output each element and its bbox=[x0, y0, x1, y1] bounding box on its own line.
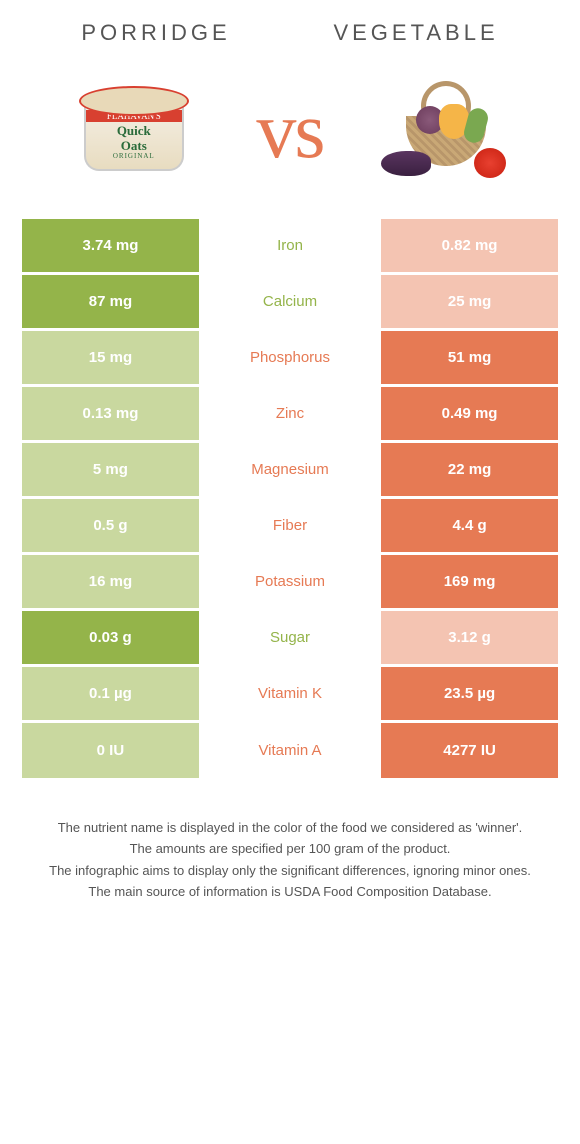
header: Porridge Vegetable bbox=[0, 20, 580, 56]
left-value-cell: 0.13 mg bbox=[22, 386, 199, 442]
right-value-cell: 3.12 g bbox=[381, 610, 558, 666]
table-row: 0.1 µgVitamin K23.5 µg bbox=[22, 666, 558, 722]
right-value-cell: 169 mg bbox=[381, 554, 558, 610]
vs-label: vs bbox=[256, 86, 323, 177]
porridge-image: FLAHAVAN'S Quick Oats ORIGINAL bbox=[69, 76, 199, 186]
right-value-cell: 0.49 mg bbox=[381, 386, 558, 442]
footnote: The nutrient name is displayed in the co… bbox=[30, 818, 550, 902]
right-value-cell: 4277 IU bbox=[381, 722, 558, 778]
footnote-line: The amounts are specified per 100 gram o… bbox=[30, 839, 550, 859]
left-value-cell: 0.1 µg bbox=[22, 666, 199, 722]
right-value-cell: 51 mg bbox=[381, 330, 558, 386]
porridge-product2: Oats bbox=[121, 139, 147, 152]
table-row: 16 mgPotassium169 mg bbox=[22, 554, 558, 610]
left-value-cell: 16 mg bbox=[22, 554, 199, 610]
nutrient-table: 3.74 mgIron0.82 mg87 mgCalcium25 mg15 mg… bbox=[22, 216, 558, 778]
table-row: 0.5 gFiber4.4 g bbox=[22, 498, 558, 554]
nutrient-name-cell: Phosphorus bbox=[199, 330, 381, 386]
footnote-line: The main source of information is USDA F… bbox=[30, 882, 550, 902]
title-left: Porridge bbox=[81, 20, 230, 46]
left-value-cell: 0 IU bbox=[22, 722, 199, 778]
table-row: 87 mgCalcium25 mg bbox=[22, 274, 558, 330]
nutrient-name-cell: Calcium bbox=[199, 274, 381, 330]
footnote-line: The infographic aims to display only the… bbox=[30, 861, 550, 881]
table-row: 3.74 mgIron0.82 mg bbox=[22, 218, 558, 274]
footnote-line: The nutrient name is displayed in the co… bbox=[30, 818, 550, 838]
right-value-cell: 23.5 µg bbox=[381, 666, 558, 722]
left-value-cell: 5 mg bbox=[22, 442, 199, 498]
table-row: 0.13 mgZinc0.49 mg bbox=[22, 386, 558, 442]
title-right: Vegetable bbox=[333, 20, 498, 46]
nutrient-name-cell: Magnesium bbox=[199, 442, 381, 498]
right-value-cell: 0.82 mg bbox=[381, 218, 558, 274]
nutrient-name-cell: Iron bbox=[199, 218, 381, 274]
right-value-cell: 4.4 g bbox=[381, 498, 558, 554]
porridge-product1: Quick bbox=[117, 124, 151, 137]
vegetable-image bbox=[381, 76, 511, 186]
table-row: 0.03 gSugar3.12 g bbox=[22, 610, 558, 666]
left-value-cell: 0.5 g bbox=[22, 498, 199, 554]
nutrient-name-cell: Zinc bbox=[199, 386, 381, 442]
table-row: 15 mgPhosphorus51 mg bbox=[22, 330, 558, 386]
nutrient-name-cell: Vitamin K bbox=[199, 666, 381, 722]
hero-row: FLAHAVAN'S Quick Oats ORIGINAL vs bbox=[0, 56, 580, 216]
nutrient-name-cell: Sugar bbox=[199, 610, 381, 666]
left-value-cell: 87 mg bbox=[22, 274, 199, 330]
porridge-variant: ORIGINAL bbox=[113, 152, 155, 160]
left-value-cell: 3.74 mg bbox=[22, 218, 199, 274]
table-row: 5 mgMagnesium22 mg bbox=[22, 442, 558, 498]
nutrient-name-cell: Potassium bbox=[199, 554, 381, 610]
nutrient-name-cell: Fiber bbox=[199, 498, 381, 554]
left-value-cell: 0.03 g bbox=[22, 610, 199, 666]
right-value-cell: 25 mg bbox=[381, 274, 558, 330]
table-row: 0 IUVitamin A4277 IU bbox=[22, 722, 558, 778]
left-value-cell: 15 mg bbox=[22, 330, 199, 386]
right-value-cell: 22 mg bbox=[381, 442, 558, 498]
nutrient-name-cell: Vitamin A bbox=[199, 722, 381, 778]
